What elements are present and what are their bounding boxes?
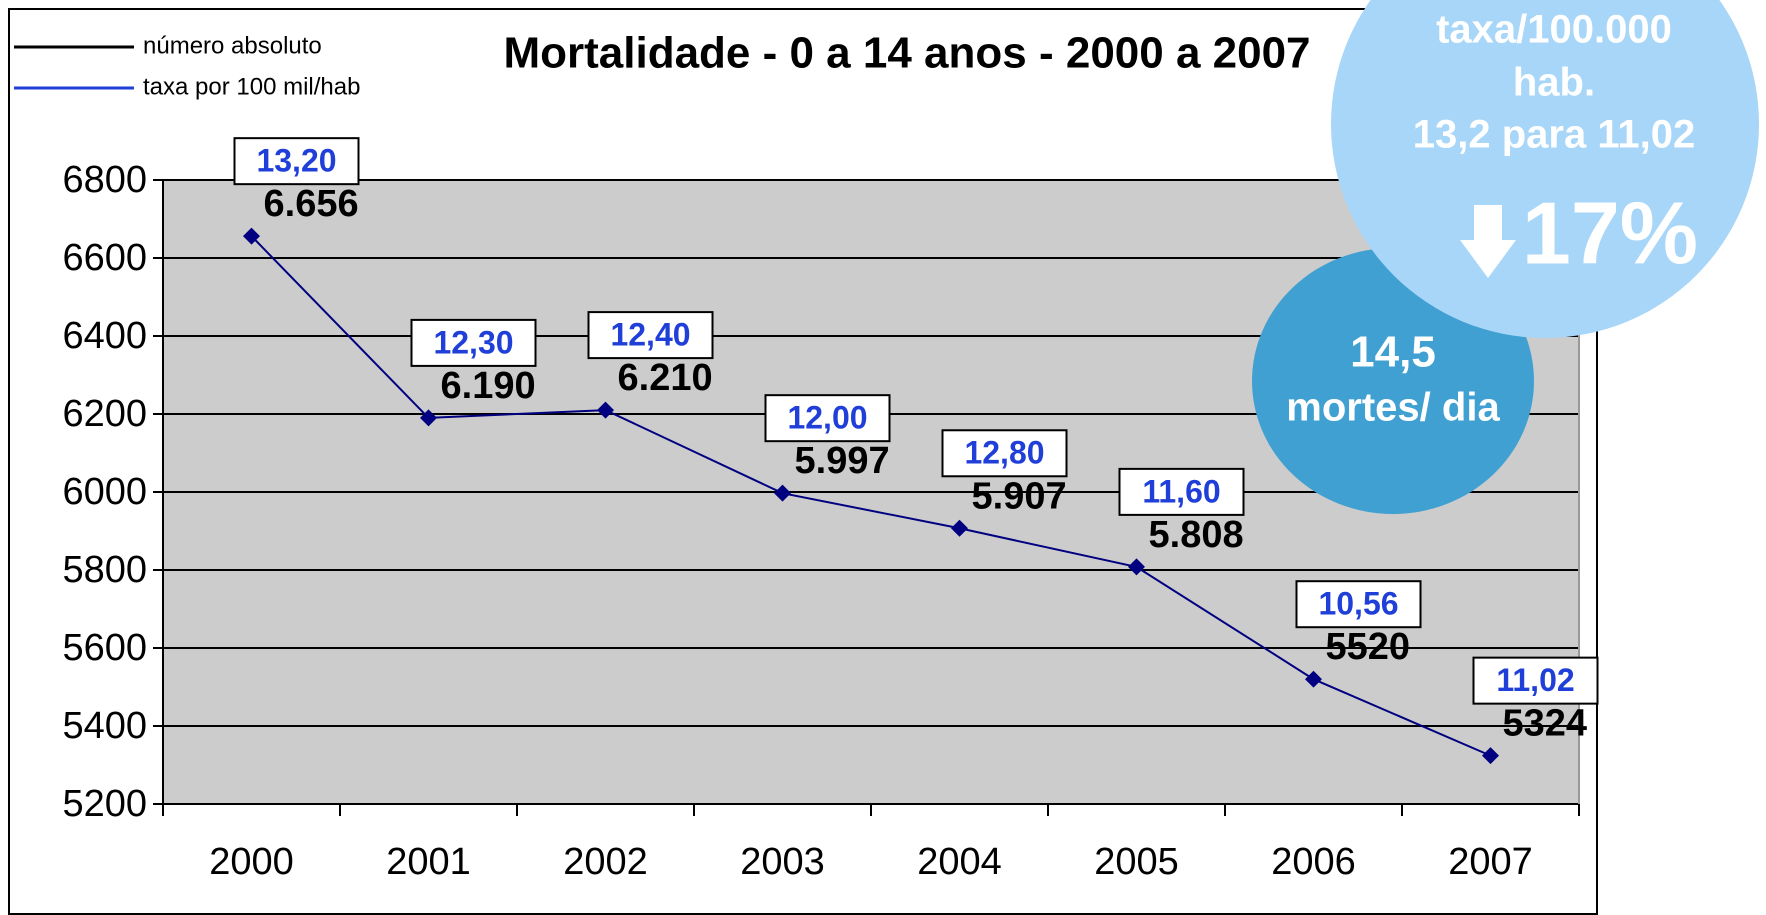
y-tick-label: 6200 — [62, 393, 147, 435]
rate-box — [1295, 580, 1422, 629]
rate-label: 12,00 — [787, 400, 867, 436]
rate-label: 11,60 — [1142, 473, 1220, 509]
rate-box — [233, 137, 360, 186]
rate-bubble — [1331, 0, 1759, 338]
annotation: 13,2 para 11,02 — [1413, 113, 1695, 157]
rate-box — [1118, 467, 1245, 516]
data-point — [1128, 558, 1145, 576]
data-point — [951, 519, 968, 537]
data-line — [250, 235, 1491, 757]
chart-title: Mortalidade - 0 a 14 anos - 2000 a 2007 — [503, 29, 1310, 78]
annotation: 14,5 — [1350, 328, 1436, 377]
data-point — [597, 401, 614, 419]
data-label: 5324 — [1503, 703, 1588, 745]
y-tick-label: 5200 — [62, 783, 147, 825]
rate-box — [587, 311, 714, 360]
annotation: hab. — [1513, 61, 1595, 105]
down-arrow — [1460, 205, 1516, 278]
y-tick-label: 6600 — [62, 237, 147, 279]
legend-label: taxa por 100 mil/hab — [143, 73, 360, 100]
x-tick-label: 2001 — [386, 841, 471, 883]
rate-label: 13,20 — [256, 143, 336, 179]
data-label: 5.907 — [972, 475, 1067, 517]
data-label: 6.210 — [618, 357, 713, 399]
rate-label: 12,80 — [964, 435, 1044, 471]
y-tick-label: 5600 — [62, 627, 147, 669]
y-tick-label: 5400 — [62, 705, 147, 747]
data-point — [243, 227, 260, 245]
data-label: 6.190 — [441, 365, 536, 407]
data-point — [774, 484, 791, 502]
legend-label: número absoluto — [143, 32, 322, 59]
data-point — [1482, 747, 1499, 765]
rate-box — [764, 394, 891, 443]
x-tick-label: 2005 — [1094, 841, 1179, 883]
rate-box — [1472, 656, 1599, 705]
data-point — [1305, 670, 1322, 688]
data-label: 5520 — [1326, 626, 1411, 668]
rate-label: 11,02 — [1496, 662, 1574, 698]
rate-box — [941, 429, 1068, 478]
rate-label: 12,40 — [610, 317, 690, 353]
rate-label: 12,30 — [433, 324, 513, 360]
rate-box — [410, 318, 537, 367]
x-tick-label: 2000 — [209, 841, 294, 883]
rate-label: 10,56 — [1318, 586, 1398, 622]
x-tick-label: 2003 — [740, 841, 825, 883]
data-label: 5.997 — [795, 440, 890, 482]
data-label: 5.808 — [1149, 514, 1244, 556]
y-tick-label: 6400 — [62, 315, 147, 357]
y-tick-label: 5800 — [62, 549, 147, 591]
y-tick-label: 6800 — [62, 159, 147, 201]
legend: número absoluto taxa por 100 mil/hab — [14, 32, 360, 100]
x-tick-label: 2006 — [1271, 841, 1356, 883]
data-point — [420, 409, 437, 427]
annotation: taxa/100.000 — [1436, 8, 1672, 52]
annotation: mortes/ dia — [1286, 386, 1500, 430]
x-tick-label: 2007 — [1448, 841, 1533, 883]
x-tick-label: 2004 — [917, 841, 1002, 883]
y-tick-label: 6000 — [62, 471, 147, 513]
x-tick-label: 2002 — [563, 841, 648, 883]
annotation: 17% — [1522, 183, 1698, 282]
data-label: 6.656 — [264, 183, 359, 225]
